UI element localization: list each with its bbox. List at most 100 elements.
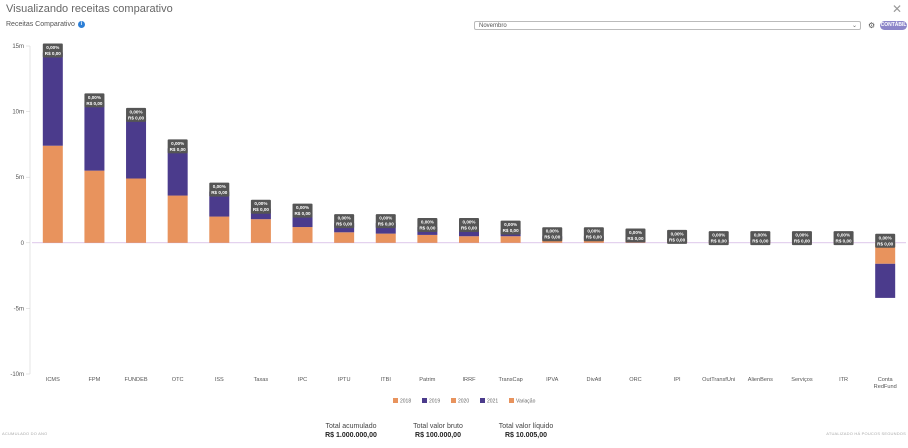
subtitle-label: Receitas Comparativo [6, 21, 75, 28]
legend-swatch-2019 [422, 398, 427, 403]
total-valor-liquido: Total valor líquido R$ 10.005,00 [493, 423, 559, 439]
bar-label-pct: 0,00% [379, 216, 392, 221]
bar-segment-2021 [375, 223, 396, 234]
bar-segment-2021 [42, 52, 63, 146]
bar-label-value: R$ 0,00 [711, 239, 728, 244]
x-tick-label: FUNDEB [125, 377, 148, 383]
bar-label-value: R$ 0,00 [752, 239, 769, 244]
bar-label-value: R$ 0,00 [669, 237, 686, 242]
chart-subtitle: Receitas Comparativo i [6, 21, 85, 28]
legend-swatch-2021 [480, 398, 485, 403]
x-tick-label: ISS [215, 377, 224, 383]
y-tick-label: -5m [14, 306, 24, 312]
bar-label-bg [833, 231, 854, 246]
bar-label-value: R$ 0,00 [294, 211, 311, 216]
bar-label-bg [667, 229, 688, 244]
bar-label-bg [250, 199, 271, 214]
total-valor-bruto-label: Total valor bruto [413, 423, 463, 430]
bar-label-value: R$ 0,00 [419, 226, 436, 231]
bar-label-bg [625, 228, 646, 243]
legend-label-2019: 2019 [429, 399, 440, 405]
window-title: Visualizando receitas comparativo [6, 3, 173, 15]
bar-label-bg [209, 182, 230, 197]
bar-label-value: R$ 0,00 [336, 222, 353, 227]
bar-segment-2021 [126, 116, 147, 179]
y-tick-label: 15m [12, 44, 24, 50]
x-tick-label: IPVA [546, 377, 559, 383]
legend-label-variação: Variação [516, 399, 536, 405]
bar-label-bg [708, 231, 729, 246]
bar-label-value: R$ 0,00 [544, 235, 561, 240]
x-tick-label: RedFund [874, 384, 897, 390]
legend-label-2021: 2021 [487, 399, 498, 405]
bar-label-pct: 0,00% [754, 233, 767, 238]
bar-label-bg [292, 203, 313, 218]
bar-label-value: R$ 0,00 [45, 51, 62, 56]
bar-label-pct: 0,00% [712, 233, 725, 238]
bar-segment-2021 [250, 208, 271, 220]
x-tick-label: DivAtl [587, 377, 602, 383]
bar-label-bg [542, 227, 563, 242]
bar-label-pct: 0,00% [130, 109, 143, 114]
close-icon[interactable]: ✕ [891, 2, 902, 16]
settings-gear-icon[interactable]: ⚙ [868, 21, 876, 30]
x-tick-label: ICMS [46, 377, 60, 383]
bar-label-bg [875, 233, 896, 248]
bar-label-pct: 0,00% [837, 233, 850, 238]
bar-segment-2021 [875, 263, 896, 298]
x-tick-label: FPM [89, 377, 101, 383]
bar-label-pct: 0,00% [795, 233, 808, 238]
bar-label-pct: 0,00% [879, 235, 892, 240]
total-acumulado: Total acumulado R$ 1.000.000,00 [318, 423, 384, 439]
bar-segment-2018 [875, 242, 896, 264]
bar-segment-2018 [417, 234, 438, 243]
bar-label-bg [42, 43, 63, 58]
bar-label-bg [459, 218, 479, 233]
bar-label-value: R$ 0,00 [378, 222, 395, 227]
bar-segment-2021 [84, 102, 105, 171]
bar-label-pct: 0,00% [421, 220, 434, 225]
bar-label-value: R$ 0,00 [627, 236, 644, 241]
x-tick-label: OutTransfUni [702, 377, 735, 383]
bar-label-pct: 0,00% [296, 205, 309, 210]
bar-label-value: R$ 0,00 [170, 147, 187, 152]
bar-segment-2018 [126, 178, 147, 243]
bar-label-value: R$ 0,00 [128, 115, 145, 120]
bar-label-bg [167, 139, 188, 154]
bar-label-bg [750, 231, 771, 246]
info-icon[interactable]: i [77, 21, 85, 28]
total-valor-bruto-value: R$ 100.000,00 [415, 432, 461, 439]
bar-segment-2021 [167, 148, 188, 196]
bar-label-pct: 0,00% [671, 231, 684, 236]
bar-segment-2018 [209, 216, 230, 243]
bar-label-bg [791, 231, 812, 246]
x-tick-label: IRRF [462, 377, 476, 383]
y-tick-label: 10m [12, 110, 24, 116]
bar-label-bg [375, 214, 396, 229]
bar-label-value: R$ 0,00 [586, 235, 603, 240]
contabil-badge[interactable]: CONTÁBIL [880, 21, 907, 30]
x-tick-label: Serviços [791, 377, 813, 383]
bar-label-value: R$ 0,00 [86, 101, 103, 106]
bar-label-value: R$ 0,00 [503, 228, 520, 233]
x-tick-label: Taxas [254, 377, 269, 383]
bar-label-pct: 0,00% [504, 222, 517, 227]
month-select[interactable]: Novembro ⌄ [474, 21, 861, 30]
y-tick-label: 0 [21, 241, 25, 247]
total-acumulado-label: Total acumulado [325, 423, 377, 430]
bar-label-value: R$ 0,00 [253, 207, 270, 212]
total-valor-liquido-label: Total valor líquido [498, 423, 554, 430]
bar-label-pct: 0,00% [338, 216, 351, 221]
bar-label-bg [417, 218, 438, 233]
footer-left-note: ACUMULADO DO ANO [2, 431, 48, 436]
bar-segment-2018 [250, 219, 271, 243]
bar-label-pct: 0,00% [462, 220, 475, 225]
x-tick-label: ITR [839, 377, 848, 383]
bar-label-pct: 0,00% [587, 229, 600, 234]
bar-segment-2018 [84, 170, 105, 243]
bar-label-value: R$ 0,00 [211, 190, 228, 195]
y-tick-label: 5m [16, 175, 24, 181]
bar-label-bg [583, 227, 604, 242]
x-tick-label: IPI [674, 377, 681, 383]
bar-label-pct: 0,00% [171, 141, 184, 146]
